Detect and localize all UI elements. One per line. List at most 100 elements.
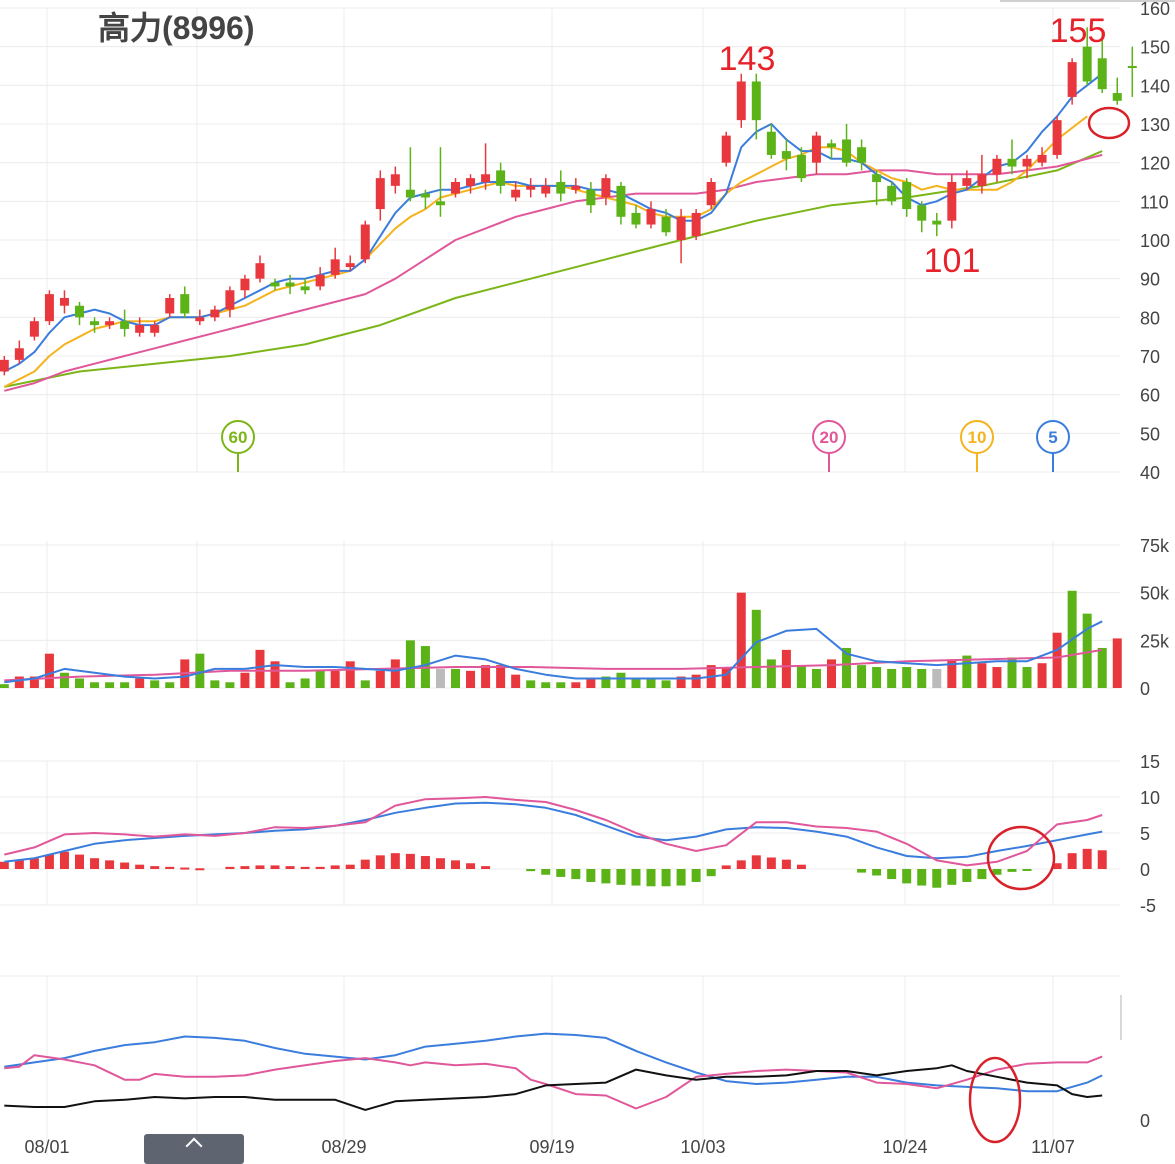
osc-black-line (4, 1064, 1103, 1111)
candle-body (781, 151, 791, 159)
highlight-circle (1087, 106, 1131, 140)
x-axis-tick: 09/19 (529, 1137, 574, 1155)
volume-bar (526, 680, 536, 688)
candle-body (992, 158, 1002, 175)
macd-bar (75, 854, 84, 869)
volume-bar (75, 678, 84, 688)
volume-bar (992, 667, 1002, 688)
volume-bar (661, 680, 671, 688)
volume-bar (466, 670, 476, 688)
candle-body (435, 201, 445, 206)
candle-body (59, 298, 69, 306)
macd-bar (691, 869, 701, 882)
candle-body (405, 189, 415, 198)
ma-marker (960, 420, 994, 454)
volume-bar (721, 667, 731, 688)
candle-body (390, 174, 400, 186)
macd-bar (1022, 869, 1032, 871)
candle-body (556, 182, 566, 194)
candle-body (721, 135, 731, 163)
volume-bar (165, 682, 175, 688)
macd-bar (646, 869, 656, 887)
price-y-tick: 100 (1140, 231, 1170, 251)
x-axis-tick: 11/07 (1031, 1137, 1075, 1155)
price-annotation: 143 (719, 40, 776, 78)
x-axis-tick: 10/24 (882, 1137, 927, 1155)
macd-bar (0, 861, 9, 869)
volume-bar (977, 663, 987, 688)
volume-bar (691, 674, 701, 688)
price-y-tick: 150 (1140, 38, 1170, 58)
volume-bar (902, 667, 912, 688)
macd-bar (165, 866, 175, 869)
macd-bar (195, 868, 205, 871)
candle-body (300, 286, 310, 291)
candle-body (345, 263, 355, 268)
macd-bar (887, 869, 897, 880)
candle-body (872, 174, 882, 182)
ma-marker-label: 20 (820, 428, 839, 447)
volume-bar (270, 661, 280, 688)
macd-bar (451, 860, 460, 869)
macd-bar (556, 869, 566, 877)
volume-bar (646, 678, 656, 688)
volume-bar (932, 668, 942, 688)
candle-body (661, 216, 671, 233)
candle-body (496, 170, 506, 186)
volume-bar (315, 670, 325, 688)
volume-bar (451, 668, 460, 688)
candle-body (601, 178, 611, 198)
candle-body (977, 174, 987, 186)
volume-bar (285, 682, 295, 688)
osc-y-tick: 0 (1140, 1111, 1150, 1131)
volume-y-tick: 0 (1140, 679, 1150, 699)
scroll-handle[interactable] (144, 1134, 244, 1164)
price-y-tick: 120 (1140, 154, 1170, 174)
volume-bar (240, 672, 250, 688)
macd-bar (751, 855, 761, 869)
macd-bar (435, 858, 445, 869)
osc-pink-line (4, 1054, 1103, 1110)
volume-y-tick: 75k (1140, 536, 1170, 556)
volume-bar (827, 659, 836, 688)
volume-bar (736, 592, 746, 688)
candle-body (691, 212, 701, 237)
price-y-tick: 60 (1140, 386, 1160, 406)
volume-bar (631, 678, 641, 688)
volume-y-tick: 25k (1140, 631, 1170, 651)
ma-marker (812, 420, 846, 454)
volume-bar (390, 659, 400, 688)
candle-body (1067, 62, 1077, 97)
volume-bar (781, 649, 791, 688)
macd-bar (872, 869, 882, 876)
candle-body (1127, 66, 1137, 68)
volume-bar (435, 668, 445, 688)
volume-bar (601, 676, 611, 688)
volume-bar (135, 678, 145, 688)
candle-body (706, 182, 716, 206)
macd-bar (661, 869, 671, 887)
volume-bar (330, 670, 340, 688)
macd-bar (541, 869, 551, 875)
volume-ma-blue (4, 620, 1103, 684)
highlight-circle (968, 1056, 1022, 1144)
volume-bar (1097, 647, 1107, 688)
candle-body (526, 185, 536, 190)
volume-bar (616, 672, 626, 688)
candle-body (481, 174, 491, 182)
volume-bar (541, 682, 551, 688)
macd-bar (270, 865, 280, 869)
candle-body (1097, 58, 1107, 90)
volume-bar (345, 661, 355, 688)
macd-bar (736, 860, 746, 869)
macd-bar (766, 857, 776, 869)
volume-bar (887, 668, 897, 688)
candle-body (1112, 93, 1122, 101)
candle-body (44, 294, 54, 322)
volume-bar (751, 609, 761, 688)
volume-bar (511, 674, 521, 688)
x-axis-tick: 08/01 (24, 1137, 69, 1155)
price-annotation: 155 (1050, 12, 1107, 50)
candle-body (29, 321, 39, 337)
